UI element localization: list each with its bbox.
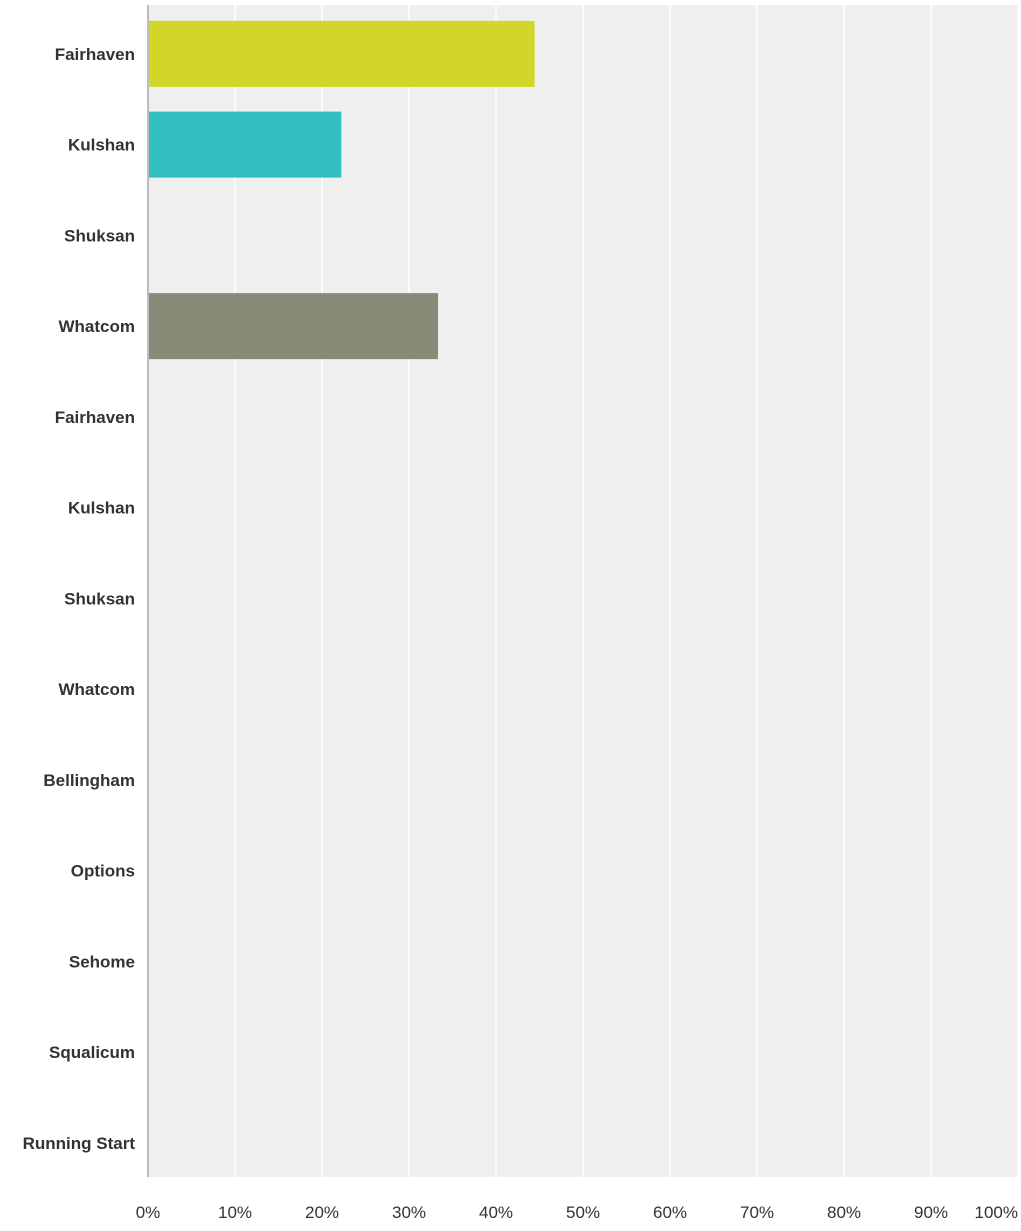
category-label-6: Shuksan xyxy=(64,589,135,608)
x-tick-label-90: 90% xyxy=(914,1203,948,1222)
category-label-8: Bellingham xyxy=(43,771,135,790)
bars xyxy=(148,20,535,360)
category-label-4: Fairhaven xyxy=(55,408,135,427)
category-label-0: Fairhaven xyxy=(55,45,135,64)
x-tick-label-50: 50% xyxy=(566,1203,600,1222)
x-tick-label-10: 10% xyxy=(218,1203,252,1222)
gridlines xyxy=(234,5,1019,1177)
x-tick-label-30: 30% xyxy=(392,1203,426,1222)
x-tick-label-20: 20% xyxy=(305,1203,339,1222)
x-tick-label-40: 40% xyxy=(479,1203,513,1222)
bar-1 xyxy=(148,111,342,178)
category-label-10: Sehome xyxy=(69,952,135,971)
bar-0 xyxy=(148,20,535,87)
x-tick-label-70: 70% xyxy=(740,1203,774,1222)
x-tick-label-0: 0% xyxy=(136,1203,161,1222)
category-label-3: Whatcom xyxy=(59,317,136,336)
category-label-2: Shuksan xyxy=(64,226,135,245)
category-label-9: Options xyxy=(71,862,135,881)
x-tick-label-100: 100% xyxy=(975,1203,1018,1222)
bar-3 xyxy=(148,293,438,360)
category-labels: Fairhaven Kulshan Shuksan Whatcom Fairhaven K… xyxy=(23,45,136,1153)
x-tick-label-60: 60% xyxy=(653,1203,687,1222)
x-tick-labels: 0% 10% 20% 30% 40% 50% 60% 70% 80% 90% 100% xyxy=(136,1203,1018,1222)
category-label-12: Running Start xyxy=(23,1134,136,1153)
category-label-11: Squalicum xyxy=(49,1043,135,1062)
category-label-1: Kulshan xyxy=(68,136,135,155)
category-label-5: Kulshan xyxy=(68,499,135,518)
x-tick-label-80: 80% xyxy=(827,1203,861,1222)
category-label-7: Whatcom xyxy=(59,680,136,699)
